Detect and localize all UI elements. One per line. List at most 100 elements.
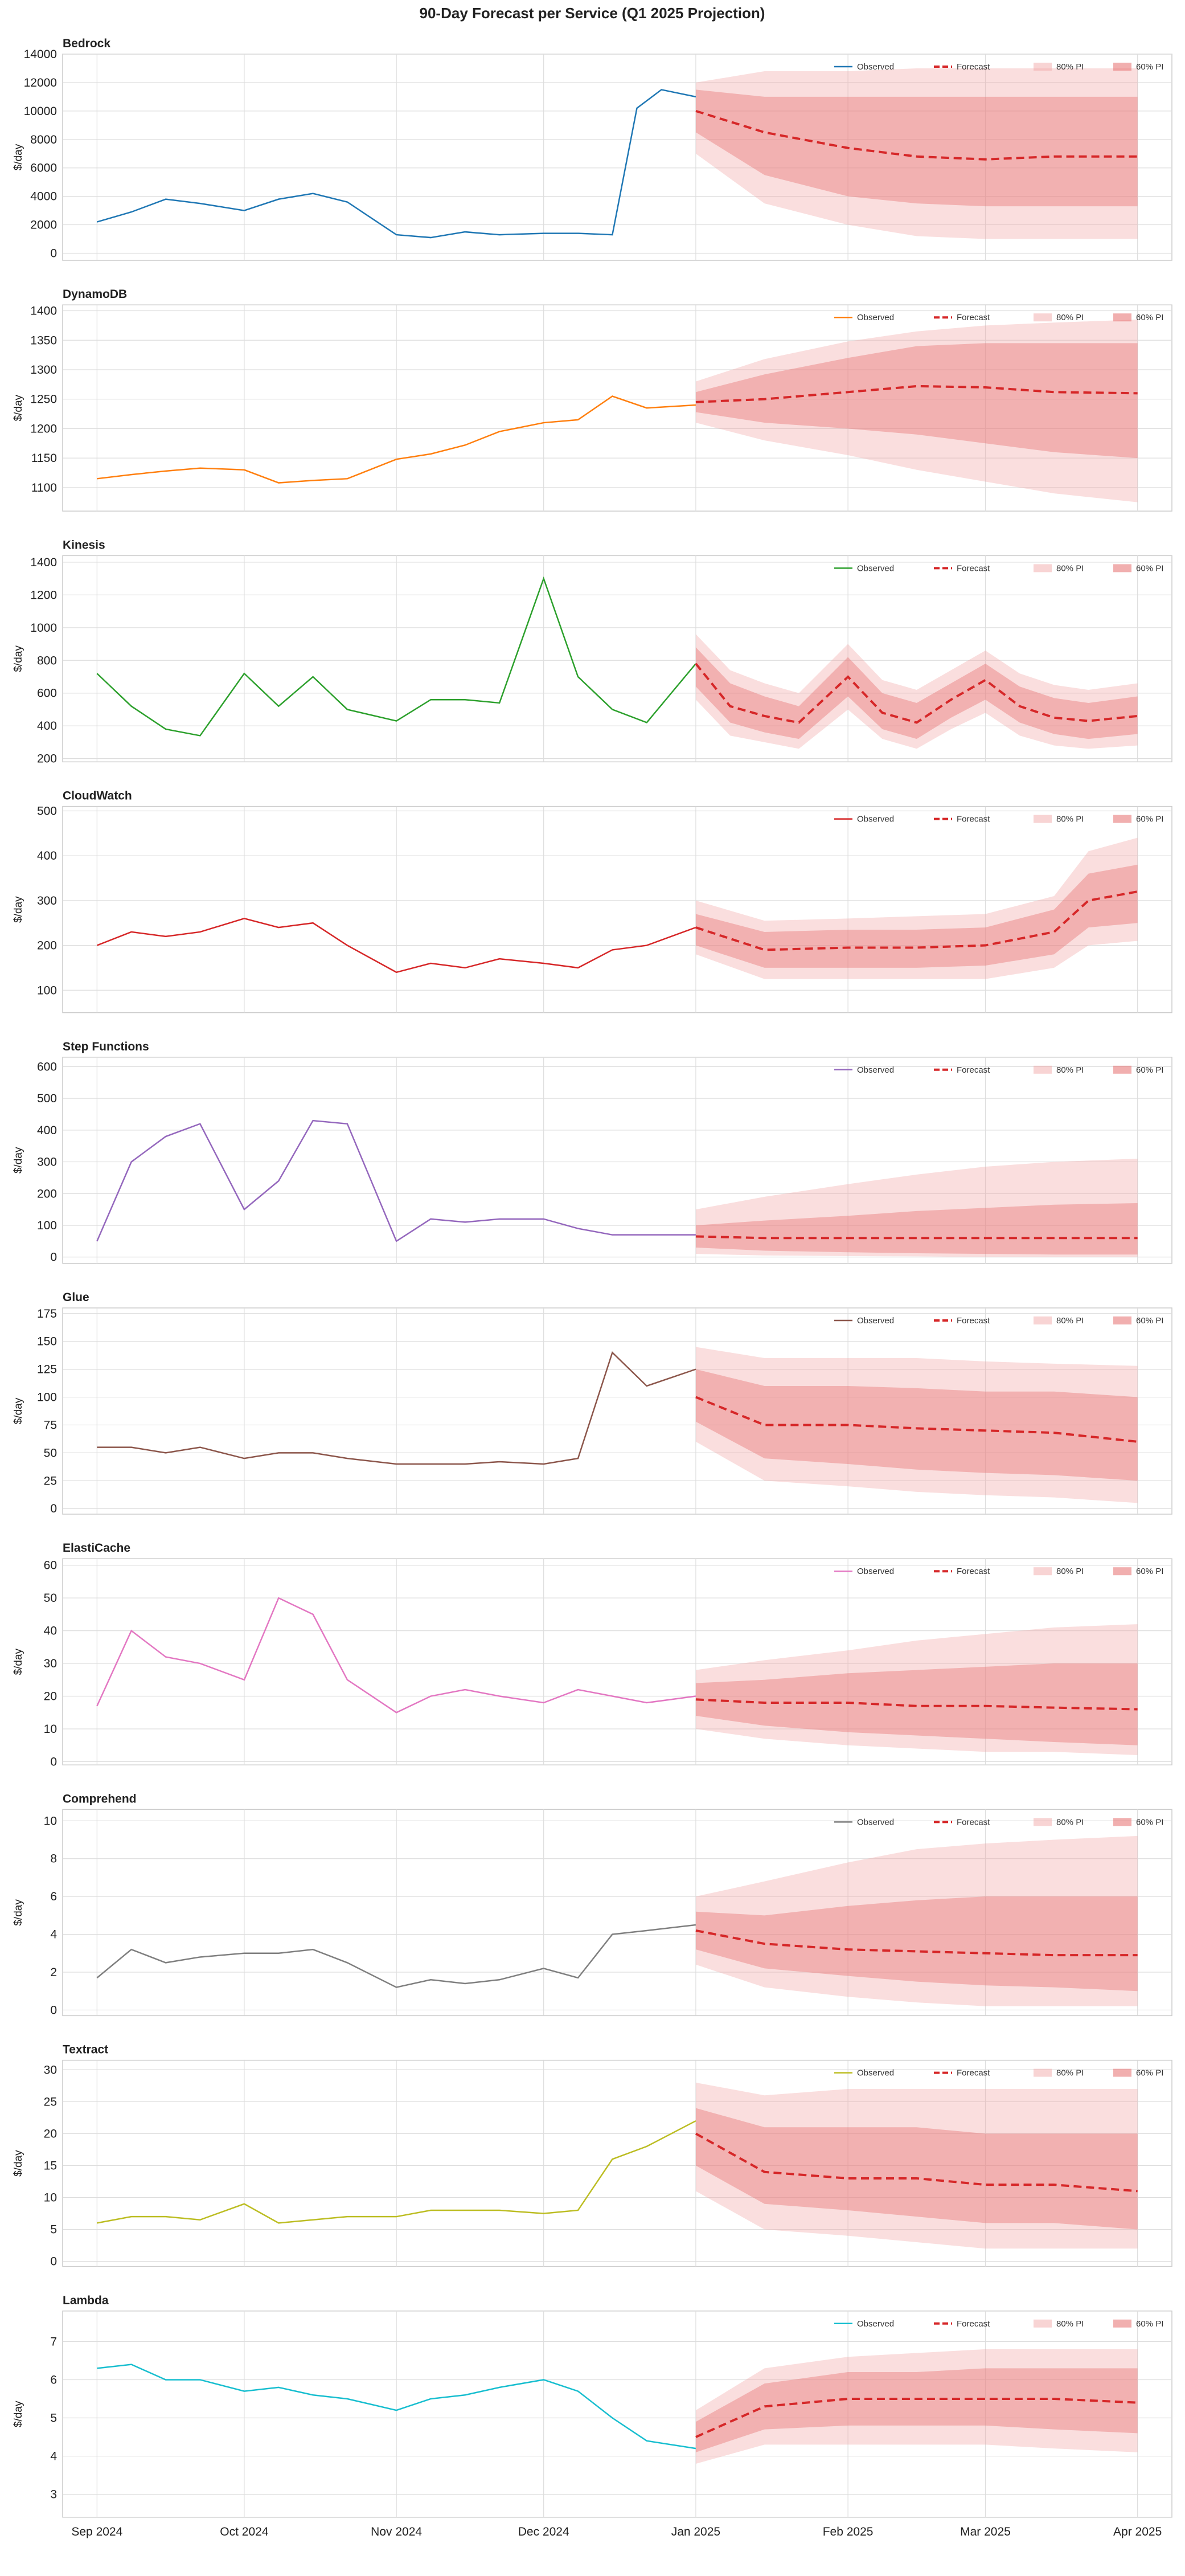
legend-label: Observed: [857, 1567, 894, 1576]
y-axis-label: $/day: [13, 2401, 24, 2427]
y-tick-label: 2: [50, 1966, 57, 1979]
legend: Observed Forecast 80% PI 60% PI: [834, 62, 1163, 72]
panel-glue: Glue 0 25 50 75 100 125 150 175 $/day Observed Fore…: [13, 1291, 1172, 1515]
y-tick-label: 0: [50, 2003, 57, 2017]
forecast-line: [695, 1235, 1138, 1240]
pi80-band: [695, 68, 1138, 239]
legend-swatch-pi80: [1034, 2068, 1052, 2077]
x-tick-label: Dec 2024: [518, 2525, 569, 2538]
legend: Observed Forecast 80% PI 60% PI: [834, 563, 1163, 573]
legend-swatch-pi60: [1113, 313, 1131, 322]
y-tick-label: 175: [37, 1307, 57, 1320]
y-axis-label: $/day: [13, 394, 24, 421]
legend-swatch-pi60: [1113, 1316, 1131, 1324]
plot-area: [62, 1307, 1172, 1515]
y-tick-label: 30: [44, 2063, 57, 2076]
legend-label: Forecast: [957, 1567, 990, 1576]
plot-area: [62, 54, 1172, 261]
panel-lambda: Lambda 3 4 5 6 7 $/day Observed Forecast 80% PI 60…: [13, 2294, 1172, 2538]
y-tick-label: 200: [37, 939, 57, 952]
y-tick-label: 100: [37, 984, 57, 997]
legend-swatch-pi80: [1034, 1818, 1052, 1826]
y-tick-label: 1300: [30, 363, 57, 377]
legend-label: 60% PI: [1136, 1065, 1163, 1075]
legend-swatch-pi60: [1113, 63, 1131, 71]
plot-area: [62, 304, 1172, 512]
y-tick-label: 50: [44, 1592, 57, 1605]
y-tick-label: 10: [44, 1723, 57, 1736]
legend-swatch-pi80: [1034, 815, 1052, 823]
y-tick-label: 4: [50, 1928, 57, 1941]
y-tick-label: 500: [37, 1092, 57, 1105]
y-tick-label: 800: [37, 654, 57, 667]
y-axis-label: $/day: [13, 144, 24, 170]
legend-label: Forecast: [957, 1817, 990, 1827]
y-tick-label: 40: [44, 1625, 57, 1638]
pi60-band: [695, 2108, 1138, 2230]
legend-label: Forecast: [957, 2068, 990, 2078]
pi60-band: [695, 1203, 1138, 1255]
pi80-band: [695, 1624, 1138, 1755]
observed-line: [97, 2364, 696, 2450]
y-tick-label: 400: [37, 849, 57, 862]
pi80-band: [695, 1159, 1138, 1257]
panel-dynamodb: DynamoDB 1100 1150 1200 1250 1300 1350 1400 $/da…: [13, 288, 1172, 512]
y-tick-label: 150: [37, 1335, 57, 1348]
legend-label: Observed: [857, 1817, 894, 1827]
forecast-line: [695, 890, 1138, 951]
y-axis-label: $/day: [13, 1899, 24, 1926]
legend-label: 80% PI: [1056, 2319, 1084, 2329]
y-tick-label: 1100: [31, 481, 57, 494]
observed-line: [96, 89, 696, 239]
y-tick-label: 4: [50, 2450, 57, 2463]
y-tick-label: 50: [44, 1446, 57, 1459]
legend-label: 60% PI: [1136, 2319, 1163, 2329]
panel-elasticache: ElastiCache 0 10 20 30 40 50 60 $/day Observed For…: [13, 1541, 1172, 1768]
panel-cloudwatch: CloudWatch 100 200 300 400 500 $/day Observed Fo…: [13, 790, 1172, 1013]
x-tick-label: Apr 2025: [1113, 2525, 1162, 2538]
y-tick-label: 400: [37, 1124, 57, 1137]
y-tick-label: 600: [37, 1061, 57, 1074]
plot-area: [62, 805, 1172, 1013]
pi60-band: [695, 864, 1138, 968]
y-tick-label: 4000: [30, 190, 57, 203]
legend: Observed Forecast 80% PI 60% PI: [834, 1817, 1163, 1827]
panel-textract: Textract 0 5 10 15 20 25 30 $/day Observed Forecas…: [13, 2043, 1172, 2268]
y-tick-label: 10: [44, 1814, 57, 1827]
y-axis-label: $/day: [13, 1147, 24, 1173]
forecast-line: [695, 1698, 1138, 1711]
legend-label: Observed: [857, 1065, 894, 1075]
legend-swatch-pi60: [1113, 564, 1131, 573]
y-tick-label: 0: [50, 1502, 57, 1515]
y-tick-label: 10000: [24, 105, 57, 118]
forecast-line: [695, 663, 1138, 724]
legend: Observed Forecast 80% PI 60% PI: [834, 1567, 1163, 1576]
legend-label: Observed: [857, 815, 894, 824]
pi60-band: [695, 89, 1138, 207]
y-tick-label: 0: [50, 1251, 57, 1264]
panel-title: CloudWatch: [63, 790, 132, 803]
observed-line: [96, 918, 696, 974]
panel-title: Lambda: [63, 2294, 109, 2307]
panel-step-functions: Step Functions 0 100 200 300 400 500 600 $/day Ob…: [13, 1040, 1172, 1264]
legend-label: Observed: [857, 563, 894, 573]
legend-label: 60% PI: [1136, 2068, 1163, 2078]
panel-title: ElastiCache: [63, 1541, 130, 1555]
observed-line: [96, 1924, 696, 1988]
y-axis-label: $/day: [13, 1648, 24, 1675]
y-tick-label: 400: [37, 719, 57, 733]
y-tick-label: 14000: [24, 48, 57, 61]
y-tick-label: 100: [37, 1219, 57, 1232]
legend-swatch-pi60: [1113, 2319, 1131, 2328]
legend-swatch-pi60: [1113, 1818, 1131, 1826]
observed-line: [97, 2120, 696, 2224]
legend-label: Forecast: [957, 313, 990, 322]
plot-area: [62, 2311, 1172, 2518]
observed-line: [97, 395, 696, 484]
legend-label: Forecast: [957, 563, 990, 573]
y-tick-label: 1350: [30, 334, 57, 347]
legend-label: Observed: [857, 2319, 894, 2329]
y-tick-label: 1250: [30, 393, 57, 406]
x-tick-label: Mar 2025: [960, 2525, 1011, 2538]
